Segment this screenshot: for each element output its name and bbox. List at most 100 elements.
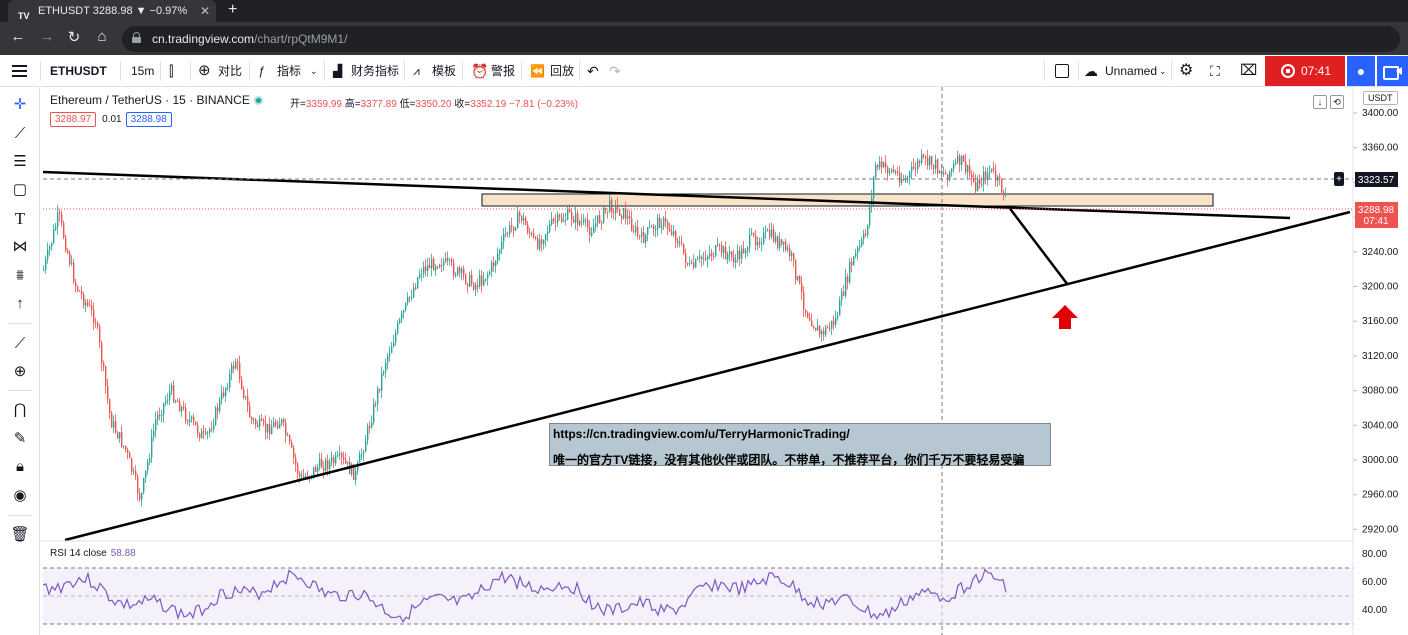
text-callout[interactable]: https://cn.tradingview.com/u/TerryHarmon… [549,423,1051,467]
fib-retracement-icon[interactable]: ☰ [13,153,27,170]
financials-button[interactable]: 财务指标 [351,64,400,78]
projection-line[interactable] [1007,205,1069,286]
close-value: 3352.19 [470,99,507,110]
change-value: −7.81 (−0.23%) [509,99,579,110]
redo-icon[interactable]: ↷ [609,63,621,79]
settings-gear-icon[interactable]: ⚙ [1179,62,1194,79]
symbol-title: Ethereum / TetherUS · 15 · BINANCE [50,93,250,107]
tradingview-favicon-icon: TV [18,11,30,21]
trash-icon[interactable]: 🗑︎ [10,526,30,543]
crosshair-icon[interactable]: ✛ [13,96,27,113]
trend-line-icon[interactable]: ⟋ [14,125,26,142]
templates-icon[interactable]: ⩘ [413,64,420,78]
lock-all-icon[interactable]: 🔒︎ [16,458,24,475]
text-tool-icon[interactable]: T [14,209,26,228]
price-axis-tick: 3120.00 [1362,351,1399,362]
templates-button[interactable]: 模板 [432,64,457,78]
divider [160,61,161,81]
divider [40,61,41,81]
eye-icon[interactable]: ◉ [13,487,27,504]
address-bar[interactable]: cn.tradingview.com/chart/rpQtM9M1/ [122,26,1400,52]
ruler-icon[interactable]: ⟋ [14,335,26,352]
price-axis-tick: 3040.00 [1362,420,1399,431]
svg-text:07:41: 07:41 [1363,216,1388,227]
divider [8,515,32,516]
resistance-zone[interactable] [481,193,1214,207]
divider [404,61,405,81]
restore-icon[interactable]: ⟲ [1330,95,1344,109]
chevron-down-icon[interactable]: ⌄ [310,66,318,76]
sell-price-button[interactable]: 3288.97 [50,112,97,127]
open-value: 3359.99 [305,99,342,110]
video-camera-icon[interactable] [1377,56,1408,86]
buy-price-button[interactable]: 3288.98 [125,112,172,127]
pattern-icon[interactable]: ⋈ [12,238,28,255]
callout-note: 唯一的官方TV链接，没有其他伙伴或团队。不带单，不推荐平台，你们千万不要轻易受骗 [553,453,1025,467]
home-icon[interactable]: ⌂ [97,28,107,45]
svg-text:3288.98: 3288.98 [1358,205,1395,216]
microphone-icon[interactable]: ● [1347,56,1375,86]
chart-toolbar: ETHUSDT 15m ⫿ ⊕ 对比 ƒ 指标 ⌄ ▟ 财务指标 ⩘ 模板 ⏰ … [0,55,1408,87]
divider [249,61,250,81]
compare-button[interactable]: 对比 [218,64,243,78]
price-axis-tick: 2960.00 [1362,490,1399,501]
price-axis-tick: 3160.00 [1362,316,1399,327]
arrow-up-icon[interactable]: ↑ [16,295,24,312]
divider [8,390,32,391]
symbol-search-button[interactable]: ETHUSDT [50,64,107,78]
replay-icon[interactable]: ⏪ [530,64,545,78]
symbol-legend[interactable]: Ethereum / TetherUS · 15 · BINANCE [50,93,269,107]
magnet-icon[interactable]: ⋂ [13,401,27,418]
camera-snapshot-icon[interactable]: ⌧ [1240,62,1258,79]
rsi-legend[interactable]: RSI 14 close 58.88 [50,548,136,559]
browser-tab[interactable]: TV ETHUSDT 3288.98 ▼ −0.97% ✕ [8,0,216,22]
interval-button[interactable]: 15m [131,64,155,78]
recording-button[interactable]: 07:41 [1265,56,1345,86]
divider [462,61,463,81]
price-axis-tick: 3400.00 [1362,108,1399,119]
indicators-icon[interactable]: ƒ [258,64,265,78]
reload-icon[interactable]: ↻ [67,29,81,46]
add-compare-icon[interactable]: ⊕ [198,62,211,79]
zoom-in-icon[interactable]: ⊕ [13,363,27,380]
svg-text:+: + [1336,174,1342,185]
chevron-down-icon[interactable]: ⌄ [1159,66,1167,76]
indicators-button[interactable]: 指标 [277,64,302,78]
rsi-value: 58.88 [110,548,136,559]
layout-name-button[interactable]: Unnamed [1105,64,1158,78]
price-axis-tick: 3000.00 [1362,455,1399,466]
arrow-down-icon[interactable]: ↓ [1313,95,1327,109]
bar-chart-icon[interactable]: ▟ [333,64,343,78]
replay-button[interactable]: 回放 [550,64,575,78]
menu-icon[interactable] [12,65,27,77]
rsi-axis-tick: 60.00 [1362,577,1387,588]
prediction-icon[interactable]: ⩩ [15,267,24,284]
close-icon[interactable]: ✕ [199,4,210,18]
divider [1078,61,1079,81]
cloud-icon[interactable]: ☁ [1084,63,1098,79]
alert-button[interactable]: 警报 [491,64,516,78]
candles [43,149,1007,507]
lock-drawing-pencil-icon[interactable]: ✎ [13,430,27,447]
price-chart[interactable]: 3400.003360.003320.003280.003240.003200.… [40,87,1408,635]
currency-button[interactable]: USDT [1363,91,1398,105]
upper-trend-line[interactable] [42,170,1291,220]
new-tab-icon[interactable]: + [228,1,238,18]
fullscreen-icon[interactable]: ⛶ [1210,63,1220,79]
back-arrow-icon[interactable]: ← [10,28,26,45]
chart-grid [1353,112,1357,530]
stop-record-icon [1281,64,1295,78]
alert-clock-icon[interactable]: ⏰ [471,63,489,79]
forward-arrow-icon[interactable]: → [39,28,55,45]
lower-trend-line[interactable] [64,210,1351,542]
undo-icon[interactable]: ↶ [587,63,599,79]
divider [1044,61,1045,81]
rsi-axis: 80.00 60.00 40.00 [1362,549,1387,616]
callout-url: https://cn.tradingview.com/u/TerryHarmon… [553,427,850,441]
layout-select-icon[interactable] [1055,64,1069,78]
rectangle-shape-icon[interactable]: ▢ [12,181,28,198]
price-axis-tick: 3200.00 [1362,282,1399,293]
price-axis-tick: 3360.00 [1362,143,1399,154]
divider [190,61,191,81]
candles-icon[interactable]: ⫿ [169,63,174,79]
